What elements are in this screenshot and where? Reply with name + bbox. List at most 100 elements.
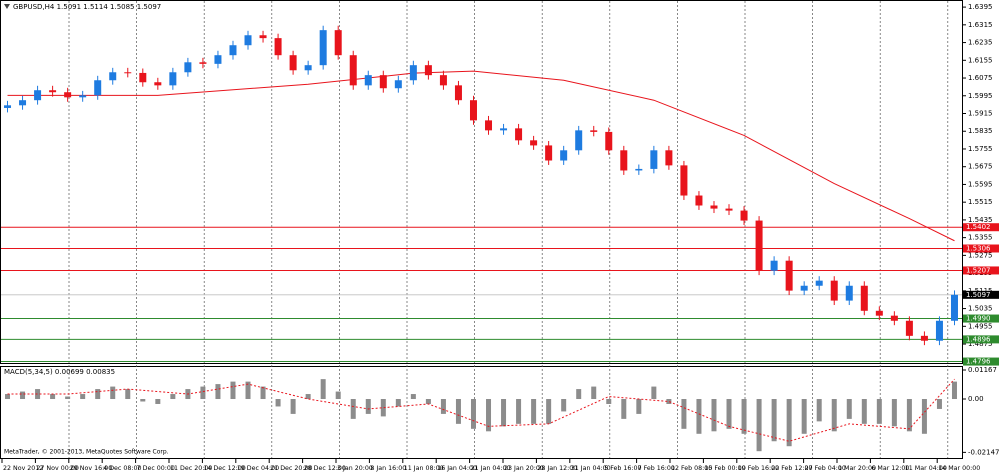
x-tick-label: 21 Dec 20:00: [270, 465, 312, 472]
level-tag: [963, 357, 999, 366]
candle-body: [259, 35, 267, 39]
x-tick-label: 27 Nov 00:00: [36, 465, 78, 472]
candle-body: [454, 85, 462, 101]
macd-bar: [621, 399, 627, 419]
title-icon: [4, 4, 10, 9]
macd-bar: [155, 399, 161, 404]
chart-title: GBPUSD,H4 1.5091 1.5114 1.5085 1.5097: [13, 3, 161, 11]
candle-body: [560, 150, 568, 161]
candle-body: [950, 294, 958, 321]
y-tick-label: 1.5995: [968, 92, 993, 100]
level-tag: [963, 266, 999, 275]
y-tick-label: 1.5915: [968, 110, 993, 118]
candle-body: [214, 55, 222, 64]
macd-bar: [921, 399, 927, 434]
candle-body: [830, 280, 838, 301]
y-tick-label: 1.6395: [968, 3, 993, 11]
macd-bar: [410, 394, 416, 400]
candle-body: [469, 100, 477, 121]
candle-body: [665, 150, 673, 166]
candle-body: [815, 280, 823, 286]
macd-bar: [666, 399, 672, 404]
candle-body: [304, 65, 312, 71]
macd-bar: [636, 399, 642, 414]
candle-body: [575, 130, 583, 151]
macd-bar: [561, 399, 567, 412]
x-tick-label: 22 Feb 12:00: [771, 465, 812, 472]
macd-bar: [50, 394, 56, 400]
candle-body: [905, 320, 913, 336]
y-tick-label: 1.5275: [968, 251, 993, 259]
candle-body: [244, 35, 252, 46]
candle-body: [710, 205, 718, 209]
macd-bar: [816, 399, 822, 422]
macd-bar: [140, 399, 146, 402]
x-tick-label: 19 Dec 04:00: [237, 465, 279, 472]
candle-body: [500, 128, 508, 131]
level-label: 1.5402: [966, 223, 991, 231]
macd-bar: [591, 386, 597, 400]
candle-body: [79, 95, 87, 98]
level-label: 1.5306: [966, 245, 991, 253]
macd-bar: [200, 386, 206, 400]
macd-bar: [455, 399, 461, 424]
macd-bar: [831, 399, 837, 432]
macd-bar: [576, 389, 582, 400]
macd-bar: [275, 399, 281, 407]
candle-body: [139, 72, 147, 83]
candle-body: [94, 80, 102, 96]
level-tag: [963, 335, 999, 344]
moving-average: [7, 70, 955, 242]
y-tick-label: 1.5035: [968, 305, 993, 313]
candle-body: [124, 72, 132, 74]
x-tick-label: 6 Mar 12:00: [871, 465, 909, 472]
macd-bar: [365, 399, 371, 414]
candle-body: [439, 75, 447, 86]
macd-bar: [395, 399, 401, 407]
macd-bar: [125, 389, 131, 400]
candle-body: [785, 260, 793, 291]
macd-bar: [906, 399, 912, 432]
candle-body: [154, 82, 162, 86]
x-tick-label: 29 Nov 16:00: [70, 465, 112, 472]
last-price-tag: [963, 290, 999, 299]
macd-bar: [260, 386, 266, 400]
macd-bar: [245, 381, 251, 400]
macd-bar: [501, 399, 507, 427]
candle-body: [184, 62, 192, 73]
macd-bar: [846, 399, 852, 419]
candle-body: [334, 30, 342, 56]
candle-body: [740, 210, 748, 221]
x-tick-label: 4 Dec 08:00: [103, 465, 141, 472]
candle-body: [890, 315, 898, 321]
x-tick-label: 7 Feb 16:00: [638, 465, 675, 472]
x-tick-label: 27 Feb 04:00: [805, 465, 846, 472]
x-tick-label: 3 Jan 20:00: [337, 465, 373, 472]
candle-body: [169, 72, 177, 86]
macd-bar: [350, 399, 356, 419]
candle-body: [800, 285, 808, 291]
macd-bar: [230, 381, 236, 400]
candle-body: [860, 285, 868, 311]
x-tick-label: 11 Mar 04:00: [905, 465, 947, 472]
macd-bar: [681, 399, 687, 429]
x-tick-label: 16 Jan 04:00: [437, 465, 477, 472]
level-tag: [963, 223, 999, 232]
y-tick-label: 0.01167: [968, 366, 997, 374]
macd-bar: [440, 399, 446, 414]
candle-body: [199, 62, 207, 64]
candle-body: [19, 100, 27, 106]
macd-bar: [756, 399, 762, 452]
level-tag: [963, 314, 999, 323]
y-tick-label: 1.4955: [968, 322, 993, 330]
x-tick-label: 31 Jan 04:00: [571, 465, 611, 472]
macd-bar: [5, 394, 11, 400]
macd-bar: [771, 399, 777, 442]
candle-body: [680, 165, 688, 196]
candle-body: [875, 310, 883, 316]
level-label: 1.4796: [966, 358, 991, 366]
x-tick-label: 7 Dec 00:00: [137, 465, 175, 472]
y-tick-label: 1.6235: [968, 39, 993, 47]
